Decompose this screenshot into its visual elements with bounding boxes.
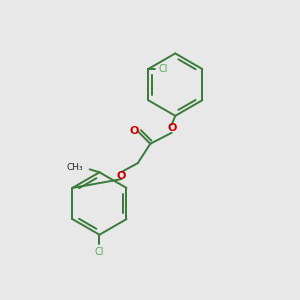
Text: O: O <box>167 123 176 133</box>
Text: Cl: Cl <box>158 64 167 74</box>
Text: O: O <box>130 126 139 136</box>
Text: O: O <box>117 171 126 181</box>
Text: Cl: Cl <box>95 247 104 257</box>
Text: CH₃: CH₃ <box>67 163 83 172</box>
